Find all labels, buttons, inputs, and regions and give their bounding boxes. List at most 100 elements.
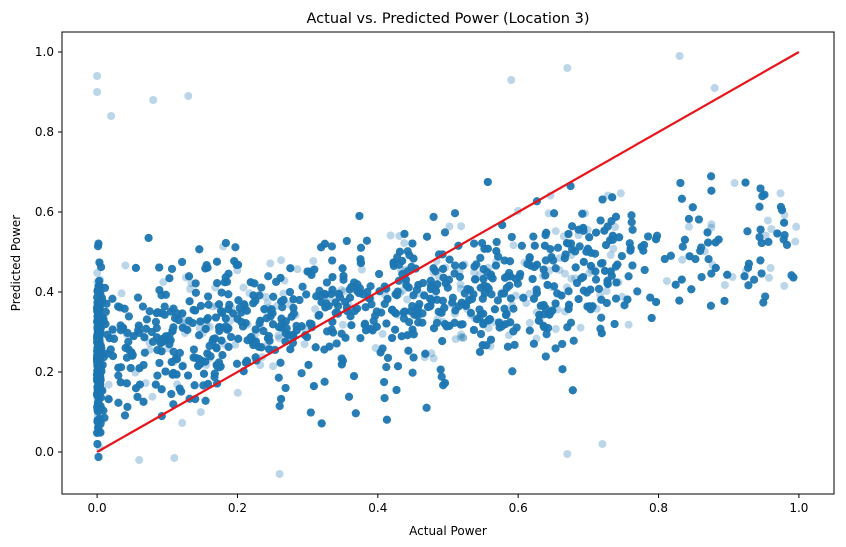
data-point [389, 258, 398, 267]
data-point [315, 310, 324, 319]
data-point [618, 292, 626, 301]
data-point [307, 320, 316, 329]
data-point [342, 237, 351, 245]
data-point [94, 352, 103, 361]
data-point [255, 319, 264, 328]
data-point [578, 209, 587, 218]
data-point [96, 324, 105, 333]
data-point [758, 192, 767, 201]
data-point [408, 239, 417, 248]
data-point [99, 316, 108, 325]
data-point [264, 272, 273, 281]
data-point [588, 302, 597, 311]
data-point [391, 308, 399, 317]
data-point [409, 353, 418, 362]
data-point [260, 305, 269, 314]
data-point [331, 298, 340, 307]
data-point [311, 305, 320, 314]
data-point [462, 301, 470, 310]
data-point [231, 243, 240, 252]
data-point [327, 325, 336, 334]
data-point [94, 348, 103, 356]
data-point [476, 253, 485, 262]
data-point [755, 202, 764, 211]
data-point [261, 306, 270, 315]
data-point [555, 254, 564, 263]
data-point [211, 313, 220, 322]
data-point [469, 290, 478, 299]
data-point [505, 269, 514, 277]
data-point [765, 273, 773, 282]
data-point [94, 327, 103, 335]
data-point [366, 324, 375, 333]
data-point [105, 334, 114, 343]
data-point [248, 335, 257, 344]
data-point [394, 362, 402, 371]
data-point [567, 274, 576, 283]
data-point [334, 289, 343, 298]
data-point [300, 324, 309, 333]
data-point [277, 314, 286, 323]
data-point [511, 291, 520, 300]
data-point [124, 312, 133, 321]
data-point [558, 365, 567, 374]
data-point [93, 305, 102, 314]
data-point [93, 326, 102, 335]
data-point [478, 341, 487, 350]
data-point [427, 281, 435, 290]
data-point [328, 285, 337, 294]
data-point [394, 362, 402, 371]
data-point [533, 260, 541, 269]
data-point [443, 283, 452, 292]
data-point [196, 317, 205, 326]
data-point [484, 316, 493, 325]
data-point [168, 326, 177, 335]
data-point [401, 266, 410, 274]
data-point [551, 325, 560, 333]
data-point [94, 286, 103, 295]
data-point [239, 283, 248, 292]
data-point [93, 322, 102, 331]
data-point [471, 314, 480, 323]
data-point [356, 255, 365, 264]
data-point [95, 347, 104, 356]
data-point [400, 314, 408, 323]
data-point [215, 323, 224, 332]
data-point [585, 233, 594, 242]
data-point [251, 329, 260, 338]
data-point [341, 333, 350, 342]
data-point [95, 415, 104, 424]
data-point [265, 336, 274, 345]
data-point [539, 301, 548, 309]
data-point [360, 320, 369, 329]
data-point [438, 296, 447, 305]
data-point [588, 302, 597, 311]
data-point [756, 225, 765, 234]
data-point [740, 272, 749, 281]
data-point [791, 237, 800, 246]
data-point [96, 356, 105, 365]
data-point [264, 304, 273, 313]
data-point [511, 274, 520, 283]
data-point [502, 311, 510, 320]
data-point [610, 320, 619, 328]
data-point [317, 419, 326, 428]
data-point [156, 339, 165, 348]
data-point [592, 228, 601, 237]
data-point [320, 289, 329, 298]
data-point [456, 320, 465, 329]
data-point [93, 338, 102, 347]
data-point [351, 409, 360, 418]
data-point [789, 273, 798, 282]
data-point [208, 302, 217, 311]
data-point [445, 255, 454, 264]
data-point [506, 318, 515, 327]
data-point [510, 340, 519, 349]
data-point [498, 288, 507, 297]
data-point [155, 359, 164, 367]
data-point [98, 293, 106, 302]
data-point [93, 375, 102, 384]
data-point [675, 296, 684, 305]
data-point [380, 300, 389, 308]
data-point [114, 363, 123, 372]
